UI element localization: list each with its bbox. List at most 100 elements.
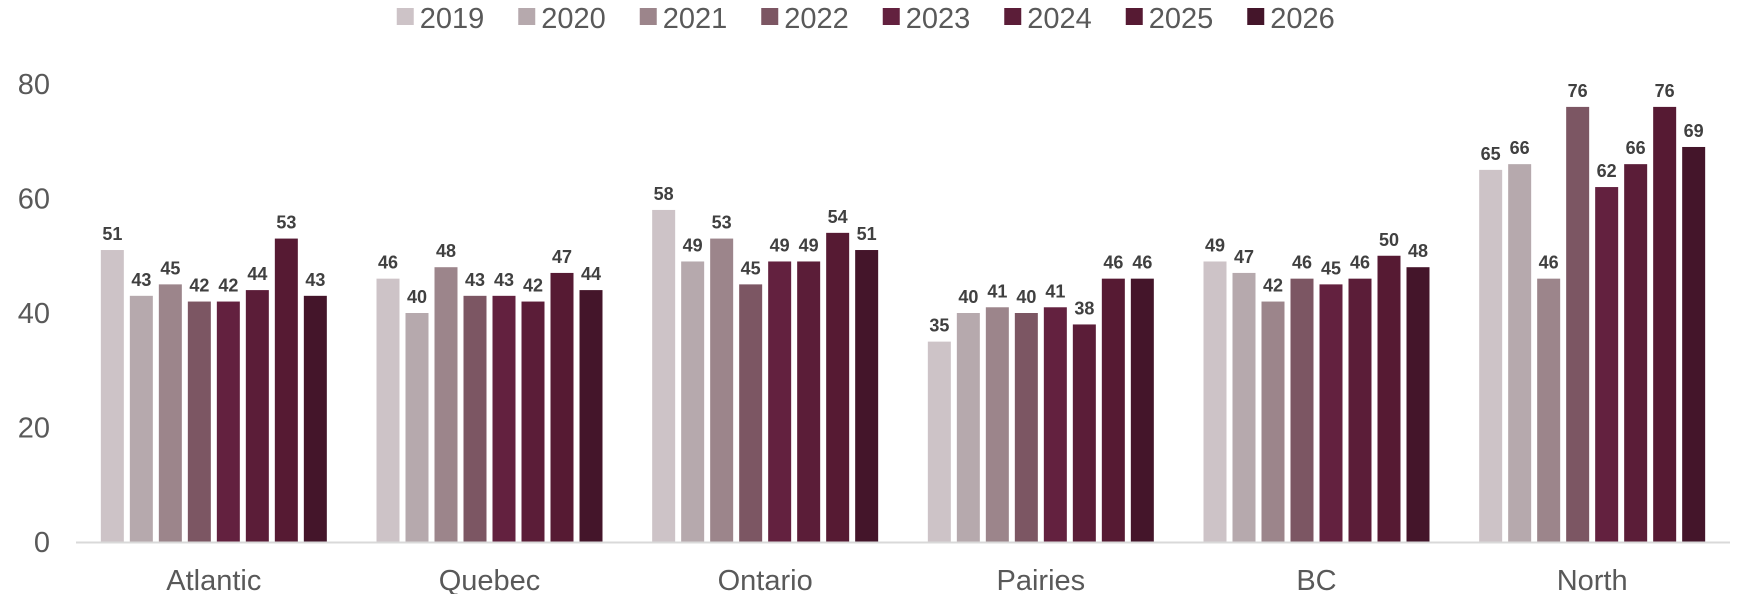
legend-item-2019: 2019 [396, 3, 485, 35]
bar-atlantic-2019 [100, 250, 124, 542]
bar-pairies-2022 [1014, 313, 1038, 542]
bar-bc-2019 [1203, 261, 1227, 542]
bar-atlantic-2021 [158, 284, 182, 542]
legend-label-2025: 2025 [1149, 3, 1214, 35]
data-label-ontario-2025: 54 [828, 207, 848, 227]
bar-ontario-2026 [855, 250, 879, 542]
bar-atlantic-2023 [216, 301, 240, 542]
bar-pairies-2023 [1043, 307, 1067, 542]
data-label-ontario-2024: 49 [799, 235, 819, 255]
data-label-ontario-2019: 58 [654, 184, 674, 204]
bar-ontario-2024 [797, 261, 821, 542]
legend-swatch-2020 [518, 8, 536, 25]
bar-bc-2025 [1377, 255, 1401, 542]
bar-pairies-2025 [1101, 278, 1125, 542]
data-label-atlantic-2026: 43 [305, 270, 325, 290]
bar-north-2026 [1682, 146, 1706, 542]
bar-ontario-2020 [681, 261, 705, 542]
bar-quebec-2022 [463, 295, 487, 542]
data-label-quebec-2020: 40 [407, 287, 427, 307]
x-tick-label-pairies: Pairies [997, 565, 1086, 594]
data-label-bc-2024: 46 [1350, 253, 1370, 273]
data-label-atlantic-2023: 42 [218, 276, 238, 296]
data-label-ontario-2021: 53 [712, 213, 732, 233]
bar-ontario-2022 [739, 284, 763, 542]
bar-quebec-2019 [376, 278, 400, 542]
bar-atlantic-2024 [245, 290, 269, 542]
x-axis: Atlantic Quebec Ontario Pairies BC North [166, 565, 1627, 594]
data-label-quebec-2022: 43 [465, 270, 485, 290]
data-label-north-2020: 66 [1510, 138, 1530, 158]
data-label-quebec-2019: 46 [378, 253, 398, 273]
data-label-north-2021: 46 [1539, 253, 1559, 273]
legend-swatch-2021 [639, 8, 657, 25]
legend-label-2021: 2021 [663, 3, 728, 35]
data-label-ontario-2022: 45 [741, 258, 761, 278]
legend-swatch-2025 [1125, 8, 1143, 25]
data-label-quebec-2026: 44 [581, 264, 601, 284]
y-tick-label-40: 40 [18, 298, 50, 330]
legend-label-2023: 2023 [906, 3, 971, 35]
data-label-north-2023: 62 [1597, 161, 1617, 181]
bar-bc-2026 [1406, 267, 1430, 542]
bar-pairies-2020 [956, 313, 980, 542]
y-tick-label-0: 0 [34, 527, 50, 559]
bar-bc-2021 [1261, 301, 1285, 542]
data-label-north-2026: 69 [1684, 121, 1704, 141]
bars [100, 106, 1706, 543]
legend-item-2023: 2023 [882, 3, 971, 35]
legend-label-2019: 2019 [420, 3, 485, 35]
legend-label-2020: 2020 [541, 3, 606, 35]
legend-label-2026: 2026 [1270, 3, 1335, 35]
data-label-quebec-2021: 48 [436, 241, 456, 261]
bar-north-2024 [1624, 164, 1648, 542]
bar-north-2020 [1508, 164, 1532, 542]
bar-quebec-2026 [579, 290, 603, 542]
bar-atlantic-2026 [303, 295, 327, 542]
data-label-pairies-2021: 41 [987, 281, 1007, 301]
data-label-ontario-2020: 49 [683, 235, 703, 255]
bar-ontario-2023 [768, 261, 792, 542]
bar-atlantic-2025 [274, 238, 298, 542]
data-label-atlantic-2022: 42 [189, 276, 209, 296]
x-tick-label-atlantic: Atlantic [166, 565, 261, 594]
data-label-bc-2023: 45 [1321, 258, 1341, 278]
y-axis: 0 20 40 60 80 [18, 69, 50, 559]
bar-ontario-2025 [826, 232, 850, 542]
bar-pairies-2024 [1072, 324, 1096, 542]
data-label-atlantic-2019: 51 [102, 224, 122, 244]
legend-item-2020: 2020 [518, 3, 606, 35]
legend-item-2025: 2025 [1125, 3, 1214, 35]
y-tick-label-80: 80 [18, 69, 50, 101]
bar-north-2022 [1566, 106, 1590, 543]
legend-item-2026: 2026 [1247, 3, 1335, 35]
bar-pairies-2019 [927, 341, 951, 542]
legend-label-2024: 2024 [1027, 3, 1092, 35]
data-label-pairies-2024: 38 [1074, 298, 1094, 318]
bar-atlantic-2020 [129, 295, 153, 542]
bar-quebec-2024 [521, 301, 545, 542]
y-tick-label-20: 20 [18, 413, 50, 445]
data-label-quebec-2025: 47 [552, 247, 572, 267]
data-label-atlantic-2024: 44 [247, 264, 267, 284]
data-label-quebec-2023: 43 [494, 270, 514, 290]
data-label-bc-2020: 47 [1234, 247, 1254, 267]
data-labels: 51 43 45 42 42 44 53 43 46 40 48 43 43 42 47 44 58 49 53 45… [102, 81, 1703, 336]
data-label-north-2025: 76 [1655, 81, 1675, 101]
legend-swatch-2022 [761, 8, 779, 25]
bar-quebec-2025 [550, 272, 574, 542]
data-label-ontario-2026: 51 [857, 224, 877, 244]
data-label-bc-2022: 46 [1292, 253, 1312, 273]
data-label-bc-2026: 48 [1408, 241, 1428, 261]
bar-quebec-2023 [492, 295, 516, 542]
data-label-north-2024: 66 [1626, 138, 1646, 158]
bar-quebec-2020 [405, 313, 429, 542]
data-label-pairies-2022: 40 [1016, 287, 1036, 307]
legend-swatch-2024 [1004, 8, 1022, 25]
bar-north-2023 [1595, 187, 1619, 543]
bar-bc-2024 [1348, 278, 1372, 542]
data-label-atlantic-2025: 53 [276, 213, 296, 233]
bar-atlantic-2022 [187, 301, 211, 542]
x-tick-label-bc: BC [1296, 565, 1336, 594]
